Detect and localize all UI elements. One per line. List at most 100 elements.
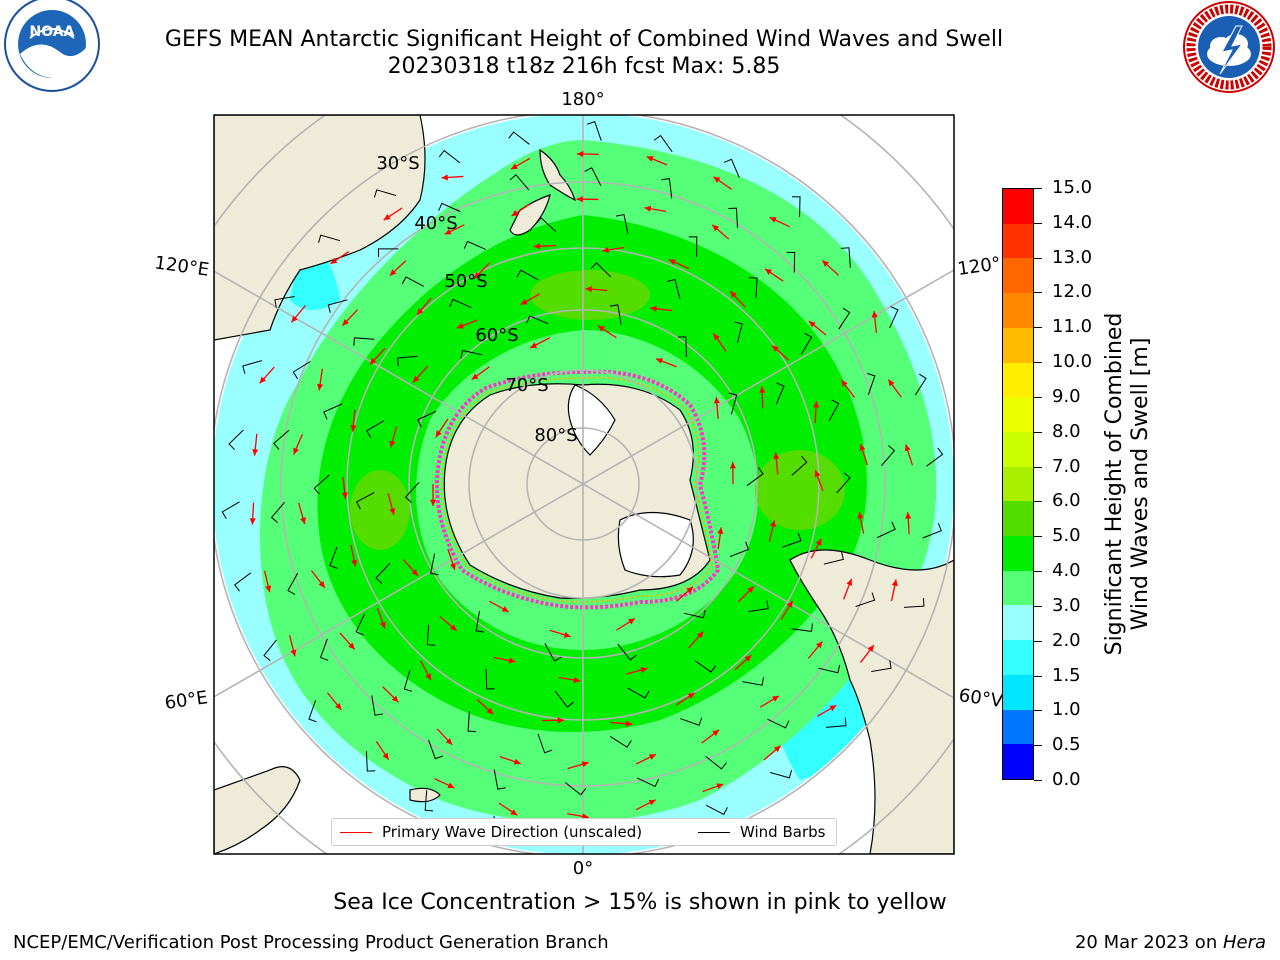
- wave-arrow-head: [857, 512, 864, 519]
- colorbar-segment: [1003, 709, 1033, 745]
- wind-barb: [228, 429, 244, 451]
- wind-barb: [234, 572, 252, 592]
- wave-arrow-head: [769, 520, 776, 528]
- wave-arrow-head: [696, 631, 704, 639]
- ross-ice-shelf: [567, 384, 616, 456]
- colorbar-tick: [1034, 605, 1042, 607]
- wave-arrow-head: [342, 318, 349, 326]
- colorbar-segment: [1003, 501, 1033, 537]
- wind-barb: [667, 278, 681, 300]
- wave-arrow-head: [905, 512, 912, 519]
- wave-arrow-head: [648, 754, 656, 760]
- wave-arrow-head: [717, 527, 724, 534]
- colorbar-segment: [1003, 293, 1033, 328]
- footer-host: Hera: [1222, 932, 1266, 953]
- wind-barb: [270, 501, 286, 523]
- colorbar-tick-label: 1.0: [1052, 699, 1081, 721]
- colorbar-tick: [1034, 745, 1042, 747]
- colorbar-segment: [1003, 397, 1033, 432]
- wave-arrow-head: [786, 600, 793, 608]
- wind-barb: [397, 355, 418, 367]
- wind-barb: [401, 276, 424, 287]
- colorbar-segment: [1003, 674, 1033, 710]
- wind-barb: [318, 234, 341, 243]
- wind-barb: [438, 202, 461, 212]
- wind-barb: [535, 217, 557, 232]
- wind-barb: [554, 690, 574, 708]
- noaa-logo-text: NOAA: [30, 24, 75, 40]
- new-zealand-north: [539, 148, 577, 202]
- wave-arrow-head: [563, 631, 571, 638]
- wind-barb: [428, 739, 444, 760]
- wind-barb: [876, 521, 896, 539]
- wind-barb: [677, 336, 687, 357]
- wind-barb: [825, 717, 847, 728]
- wave-arrow-head: [813, 401, 820, 408]
- wave-arrow-head: [486, 707, 494, 715]
- wave-arrow-head: [687, 692, 695, 699]
- colorbar-segment: [1003, 327, 1033, 363]
- wave-arrow-head: [816, 641, 823, 649]
- wave-arrow-head: [729, 462, 736, 469]
- wave-arrow-head: [625, 720, 633, 727]
- colorbar-tick-label: 13.0: [1052, 246, 1093, 268]
- wind-barb: [746, 467, 764, 487]
- wind-barb: [263, 639, 277, 661]
- colorbar-segment: [1003, 640, 1033, 675]
- wind-barb: [903, 598, 925, 608]
- wind-barb: [438, 149, 461, 164]
- colorbar-title-line2: Wind Waves and Swell [m]: [1128, 337, 1153, 631]
- wave-arrow-head: [412, 375, 420, 383]
- wave-arrow-head: [597, 325, 605, 332]
- wind-barb: [742, 677, 764, 686]
- wind-barb: [838, 307, 851, 330]
- wave-arrow-head: [814, 470, 821, 478]
- wave-arrow-head: [391, 695, 399, 703]
- wind-barb: [327, 299, 348, 313]
- wind-barb: [653, 134, 673, 153]
- wave-arrow-head: [411, 569, 418, 576]
- wind-barb: [584, 167, 602, 186]
- wave-arrow-head: [449, 563, 456, 570]
- wave-arrow-head: [379, 621, 386, 629]
- wave-arrow-head: [383, 214, 391, 221]
- wave-arrow-head: [759, 386, 766, 393]
- wind-barb: [273, 429, 290, 450]
- wind-barb: [463, 240, 486, 250]
- wind-barb: [467, 711, 477, 733]
- lon-label-0: 0°: [573, 858, 593, 879]
- wind-barb: [728, 392, 738, 415]
- wind-barb: [242, 360, 263, 374]
- wave-arrow-head: [581, 761, 589, 768]
- wave-arrow-head: [730, 291, 737, 298]
- colorbar-tick: [1034, 292, 1042, 294]
- wave-arrow-head: [859, 444, 866, 452]
- wave-arrow-head: [435, 430, 442, 438]
- wind-barb: [355, 492, 375, 510]
- wave-arrow-head: [712, 729, 720, 737]
- wind-barb: [871, 660, 892, 672]
- wave-arrow-head: [772, 695, 779, 702]
- wind-barb: [373, 189, 397, 198]
- legend-label-wind-barbs: Wind Barbs: [740, 823, 826, 841]
- wave-arrow-head: [318, 581, 325, 588]
- wave-arrow-head: [351, 559, 358, 567]
- wind-barb: [769, 770, 793, 779]
- wave-arrow-head: [501, 606, 509, 612]
- wind-barb: [475, 611, 485, 633]
- wind-barb: [609, 736, 632, 748]
- wave-arrow-head: [867, 645, 874, 652]
- wind-barb: [308, 700, 317, 723]
- lon-label-120w: 120°: [956, 253, 1002, 280]
- wind-barb: [823, 551, 844, 565]
- wave-arrow-head: [259, 376, 267, 384]
- colorbar-tick: [1034, 188, 1042, 189]
- wind-barb: [375, 563, 391, 584]
- land-masses: [214, 115, 954, 854]
- wind-barb: [840, 247, 851, 268]
- colorbar-segment: [1003, 466, 1033, 502]
- wind-barb: [516, 269, 539, 281]
- footer-date-text: 20 Mar 2023 on: [1074, 932, 1223, 953]
- wind-barb: [661, 178, 673, 199]
- wave-arrow-head: [511, 210, 519, 217]
